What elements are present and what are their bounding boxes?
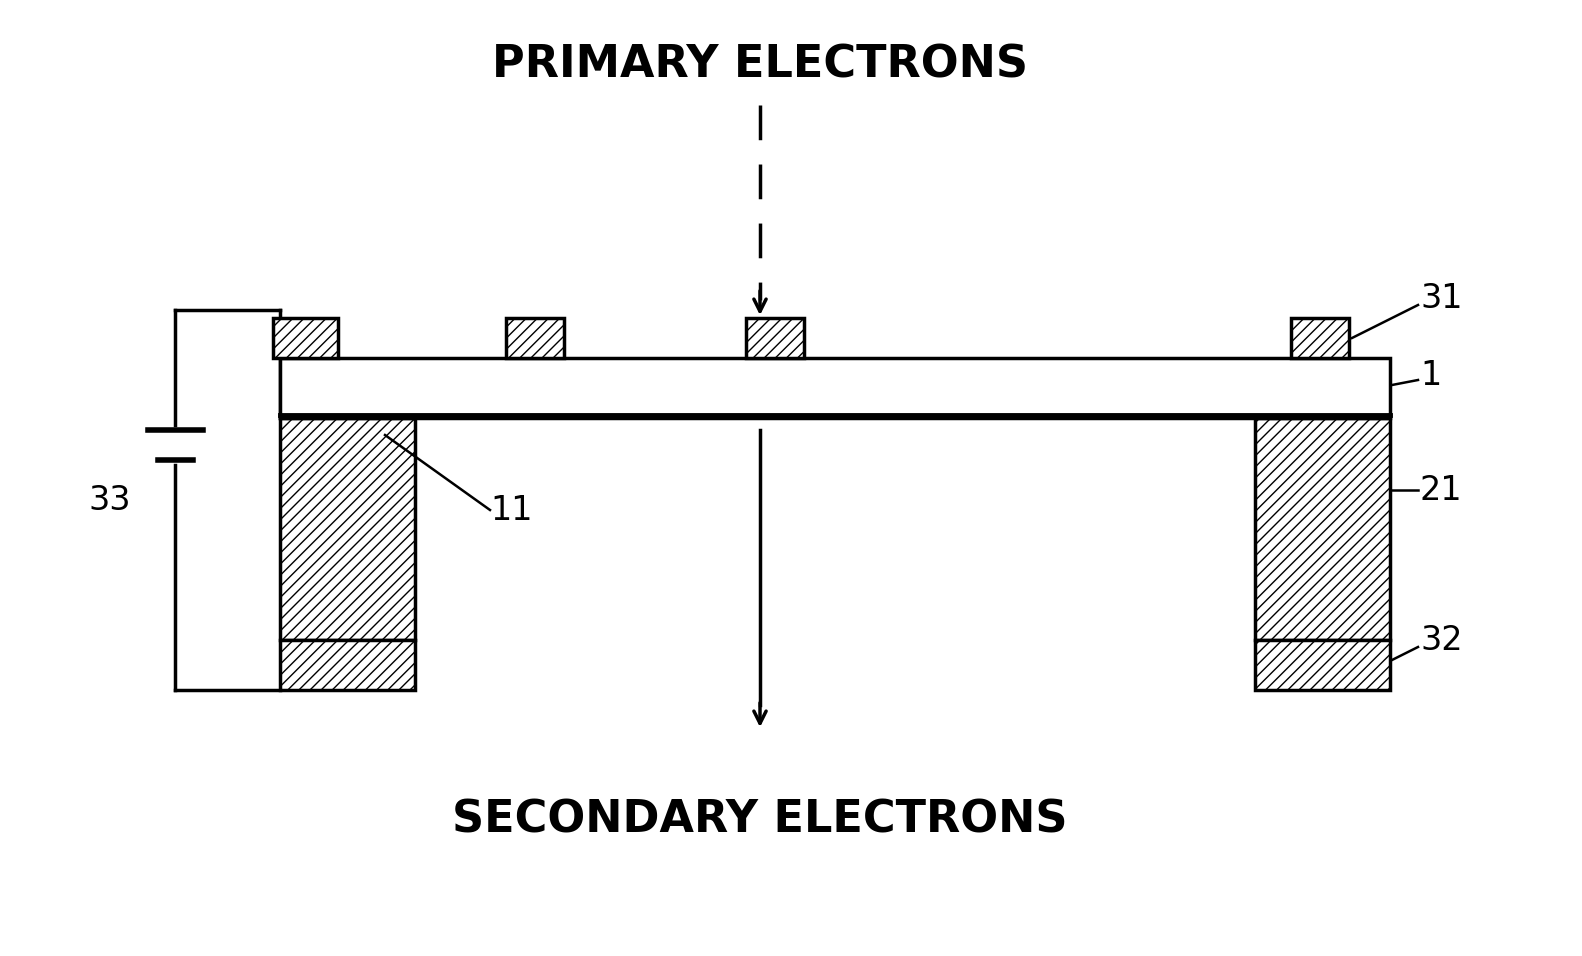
Bar <box>1291 318 1349 358</box>
Bar <box>506 318 565 358</box>
Text: 11: 11 <box>490 493 533 527</box>
Text: 21: 21 <box>1421 473 1463 507</box>
Bar <box>1255 418 1391 640</box>
Bar <box>280 358 1391 418</box>
Text: 33: 33 <box>89 484 130 516</box>
Text: PRIMARY ELECTRONS: PRIMARY ELECTRONS <box>492 44 1028 86</box>
Bar <box>280 418 414 640</box>
Text: 32: 32 <box>1421 623 1463 657</box>
Bar <box>1255 418 1391 640</box>
Bar <box>1255 640 1391 690</box>
Bar <box>1255 640 1391 690</box>
Text: 31: 31 <box>1421 281 1462 315</box>
Bar <box>1291 318 1349 358</box>
Text: 1: 1 <box>1421 358 1441 392</box>
Bar <box>747 318 804 358</box>
Bar <box>506 318 565 358</box>
Bar <box>280 640 414 690</box>
Bar <box>280 640 414 690</box>
Bar <box>272 318 337 358</box>
Bar <box>280 418 414 640</box>
Text: SECONDARY ELECTRONS: SECONDARY ELECTRONS <box>452 798 1068 841</box>
Bar <box>747 318 804 358</box>
Bar <box>272 318 337 358</box>
